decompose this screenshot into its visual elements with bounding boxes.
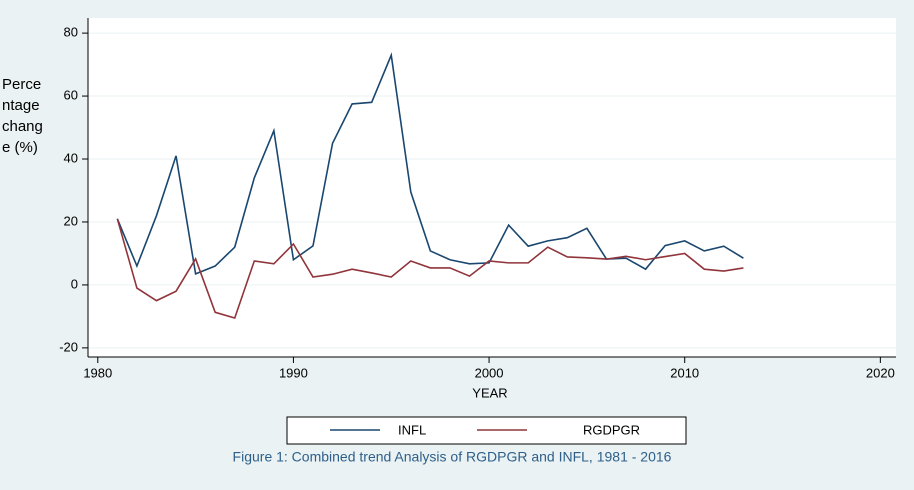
series-line — [116, 52, 744, 276]
plot-area — [88, 18, 896, 357]
x-tick-label: 1990 — [279, 365, 308, 380]
y-tick-label: 0 — [71, 276, 78, 291]
y-axis-title: Percentage change (%) — [2, 76, 43, 156]
x-tick-label: 2000 — [475, 365, 504, 380]
x-axis-title: YEAR — [472, 385, 507, 400]
y-tick-label: 60 — [64, 87, 78, 102]
legend-label: INFL — [398, 422, 426, 437]
legend-label: RGDPGR — [583, 422, 640, 437]
series-line — [116, 218, 744, 319]
y-tick-label: 20 — [64, 213, 78, 228]
y-tick-label: -20 — [59, 339, 78, 354]
y-tick-label: 80 — [64, 25, 78, 40]
x-tick-label: 2010 — [670, 365, 699, 380]
x-tick-label: 1980 — [83, 365, 112, 380]
y-tick-label: 40 — [64, 150, 78, 165]
caption: Figure 1: Combined trend Analysis of RGD… — [233, 449, 672, 465]
x-tick-label: 2020 — [866, 365, 895, 380]
